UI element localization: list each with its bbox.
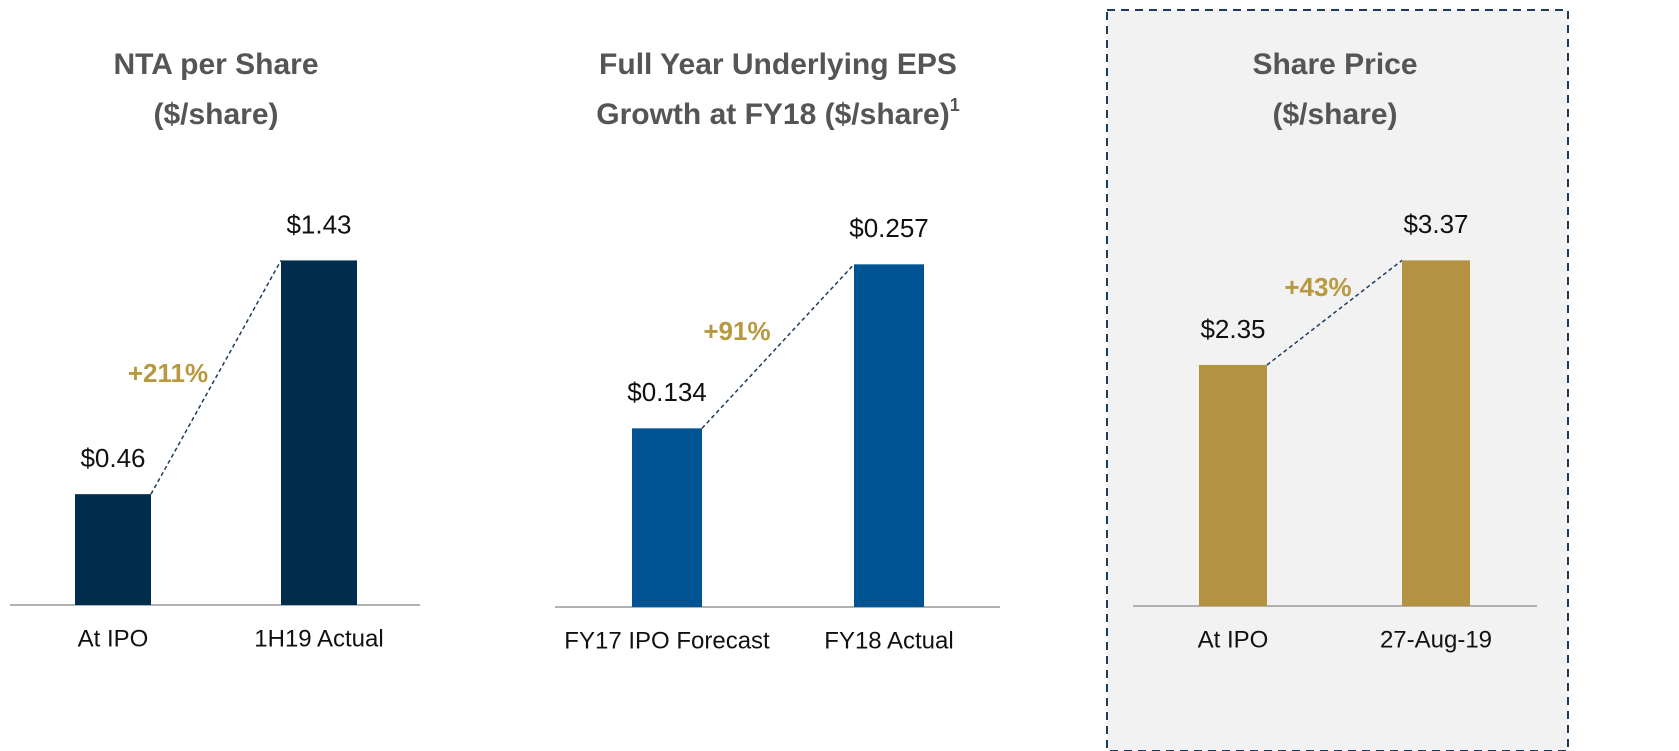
value-label: $0.257 — [849, 213, 929, 243]
category-label: FY18 Actual — [824, 627, 953, 654]
category-label: FY17 IPO Forecast — [564, 627, 770, 654]
chart-title: Growth at FY18 ($/share)1 — [596, 95, 959, 131]
value-label: $0.46 — [80, 443, 145, 473]
bar — [1402, 260, 1470, 606]
category-label: 27-Aug-19 — [1380, 626, 1492, 653]
value-label: $0.134 — [627, 377, 707, 407]
highlight-panel — [1106, 9, 1569, 751]
growth-annotation: +91% — [703, 316, 770, 346]
chart-title: Full Year Underlying EPS — [599, 48, 957, 81]
chart-title: Share Price — [1252, 48, 1417, 81]
bar — [1199, 364, 1267, 606]
value-label: $3.37 — [1403, 209, 1468, 239]
category-label: 1H19 Actual — [254, 625, 383, 652]
chart-title: ($/share) — [1272, 98, 1397, 131]
value-label: $2.35 — [1200, 314, 1265, 344]
bar — [854, 264, 924, 607]
growth-connector — [150, 260, 282, 495]
title-superscript: 1 — [950, 95, 960, 115]
chart-title: ($/share) — [153, 98, 278, 131]
value-label: $1.43 — [286, 209, 351, 239]
chart-title: NTA per Share — [113, 48, 318, 81]
bar — [281, 260, 357, 605]
category-label: At IPO — [78, 625, 149, 652]
growth-annotation: +43% — [1284, 272, 1351, 302]
bar — [75, 494, 151, 605]
bar — [632, 428, 702, 607]
growth-connector — [701, 263, 855, 429]
growth-annotation: +211% — [128, 358, 208, 388]
category-label: At IPO — [1198, 626, 1269, 653]
growth-connector — [1266, 259, 1403, 366]
